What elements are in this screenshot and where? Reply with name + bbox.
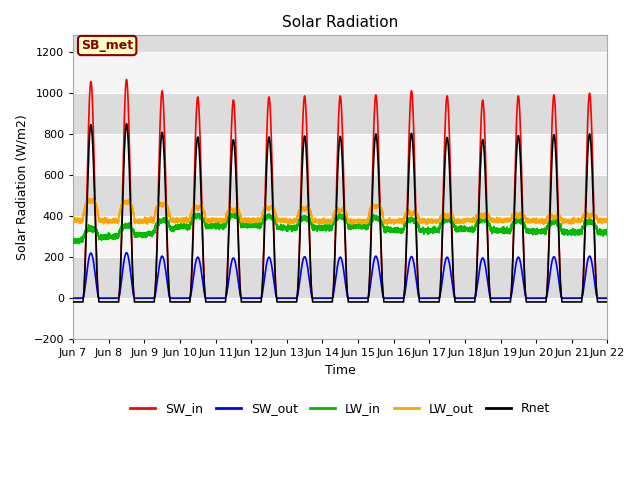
Bar: [73, 52, 607, 93]
Bar: [73, 134, 607, 175]
Text: SB_met: SB_met: [81, 39, 133, 52]
Bar: [73, 175, 607, 216]
Bar: [73, 216, 607, 257]
Bar: [73, 298, 607, 339]
X-axis label: Time: Time: [325, 364, 356, 377]
Title: Solar Radiation: Solar Radiation: [282, 15, 398, 30]
Legend: SW_in, SW_out, LW_in, LW_out, Rnet: SW_in, SW_out, LW_in, LW_out, Rnet: [125, 397, 556, 420]
Bar: [73, 257, 607, 298]
Bar: [73, 93, 607, 134]
Y-axis label: Solar Radiation (W/m2): Solar Radiation (W/m2): [15, 114, 28, 260]
